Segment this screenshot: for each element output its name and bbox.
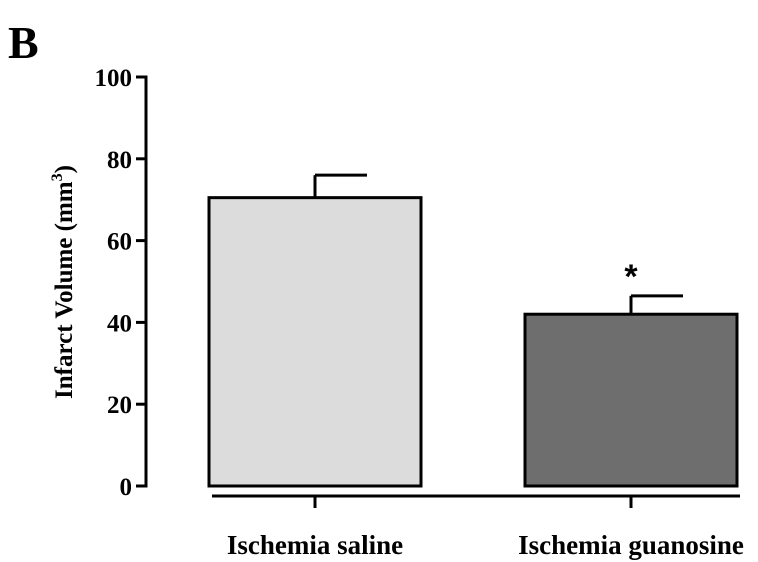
bar-1 xyxy=(523,312,739,488)
x-tick-label-1: Ischemia guanosine xyxy=(518,530,744,560)
significance-marker-1: * xyxy=(624,258,638,296)
y-tick-label-0: 0 xyxy=(120,474,133,501)
y-tick-label-3: 60 xyxy=(107,229,132,256)
y-axis-label: Infarct Volume (mm3) xyxy=(49,165,78,399)
x-axis: Ischemia saline Ischemia guanosine xyxy=(212,494,744,560)
y-axis-label-close: ) xyxy=(51,165,78,173)
bars-group: * xyxy=(207,173,739,488)
y-tick-label-1: 20 xyxy=(107,392,132,419)
y-tick-label-4: 80 xyxy=(107,147,132,174)
x-tick-label-0: Ischemia saline xyxy=(227,530,403,560)
y-tick-label-5: 100 xyxy=(95,65,133,92)
y-tick-label-2: 40 xyxy=(107,310,132,337)
y-axis: 0 20 40 60 80 100 xyxy=(95,65,148,501)
y-axis-label-superscript: 3 xyxy=(49,173,66,181)
y-axis-label-main: Infarct Volume (mm xyxy=(51,181,78,399)
panel-label: B xyxy=(8,17,39,68)
bar-0 xyxy=(207,196,423,488)
